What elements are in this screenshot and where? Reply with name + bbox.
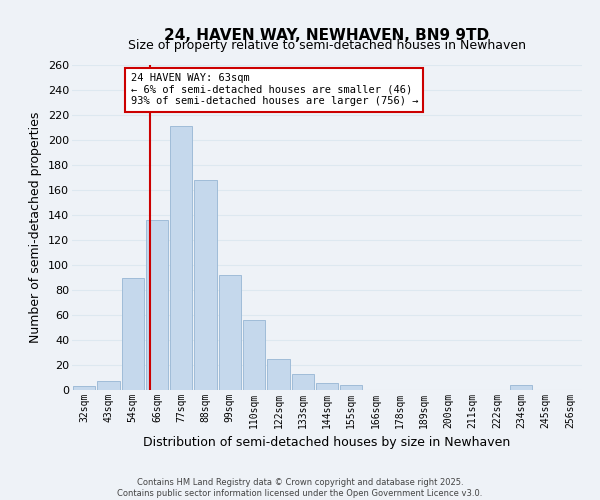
Bar — [170, 126, 193, 390]
Text: Size of property relative to semi-detached houses in Newhaven: Size of property relative to semi-detach… — [128, 39, 526, 52]
Bar — [218, 275, 241, 390]
Text: Contains HM Land Registry data © Crown copyright and database right 2025.
Contai: Contains HM Land Registry data © Crown c… — [118, 478, 482, 498]
X-axis label: Distribution of semi-detached houses by size in Newhaven: Distribution of semi-detached houses by … — [143, 436, 511, 450]
Bar — [316, 382, 338, 390]
Bar — [194, 180, 217, 390]
Y-axis label: Number of semi-detached properties: Number of semi-detached properties — [29, 112, 43, 343]
Title: 24, HAVEN WAY, NEWHAVEN, BN9 9TD: 24, HAVEN WAY, NEWHAVEN, BN9 9TD — [164, 28, 490, 43]
Bar — [292, 374, 314, 390]
Bar — [73, 386, 95, 390]
Bar — [267, 359, 290, 390]
Bar — [97, 381, 119, 390]
Bar — [146, 220, 168, 390]
Bar — [340, 385, 362, 390]
Bar — [122, 278, 144, 390]
Bar — [510, 385, 532, 390]
Bar — [243, 320, 265, 390]
Text: 24 HAVEN WAY: 63sqm
← 6% of semi-detached houses are smaller (46)
93% of semi-de: 24 HAVEN WAY: 63sqm ← 6% of semi-detache… — [131, 73, 418, 106]
